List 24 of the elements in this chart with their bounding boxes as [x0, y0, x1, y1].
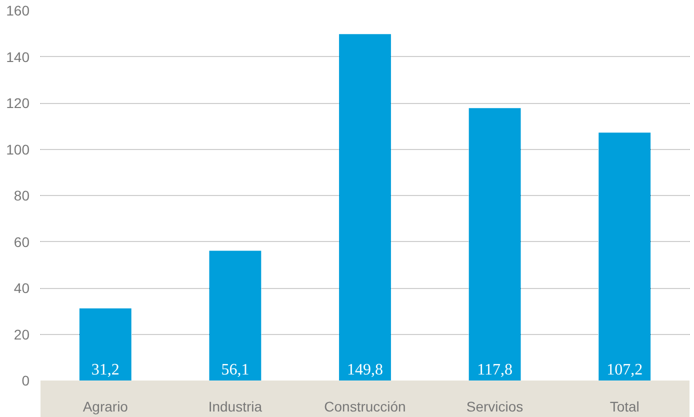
data-label: 117,8: [477, 362, 513, 378]
y-tick-label: 160: [6, 2, 30, 18]
y-tick-label: 40: [14, 280, 30, 296]
bar: [468, 108, 521, 380]
y-tick-label: 120: [6, 95, 30, 111]
x-tick-label: Servicios: [466, 398, 524, 414]
x-tick-label: Total: [610, 398, 640, 414]
data-label: 56,1: [221, 362, 250, 378]
bar: [209, 250, 262, 380]
bar: [339, 34, 391, 380]
data-label: 107,2: [606, 362, 643, 378]
y-tick-label: 0: [22, 372, 30, 388]
x-tick-label: Industria: [208, 398, 262, 414]
x-tick-label: Construcción: [324, 398, 406, 414]
y-tick-label: 80: [14, 188, 30, 204]
bar: [79, 308, 132, 380]
data-label: 31,2: [91, 362, 120, 378]
bar: [598, 132, 651, 380]
data-label: 149,8: [347, 362, 383, 378]
y-tick-label: 60: [14, 234, 30, 250]
y-tick-label: 100: [6, 141, 30, 158]
y-tick-label: 20: [14, 326, 30, 342]
x-tick-label: Agrario: [82, 398, 128, 414]
y-tick-label: 140: [6, 48, 30, 65]
